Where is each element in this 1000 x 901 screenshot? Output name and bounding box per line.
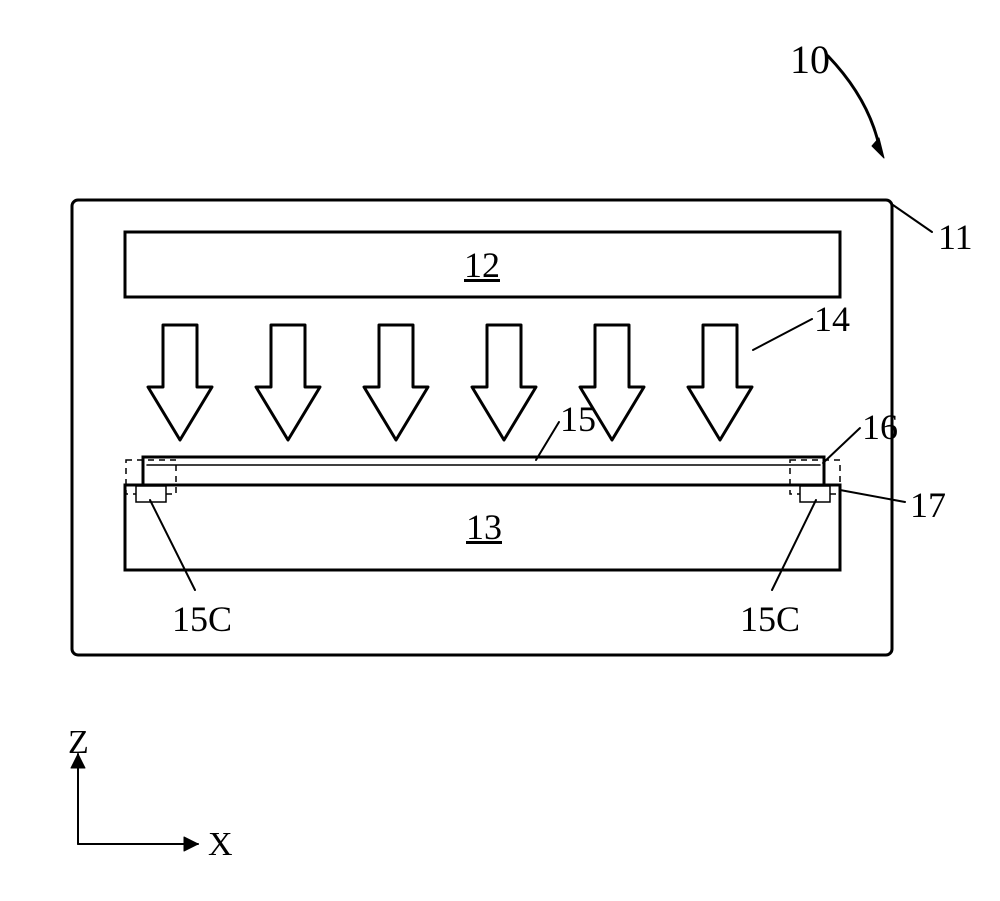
leader-l11 [893, 205, 932, 232]
label-ref-15c-right: 15C [740, 598, 800, 640]
label-ref-15: 15 [560, 398, 596, 440]
diagram-root: 10 11 12 13 14 15 16 17 15C 15C Z X [0, 0, 1000, 901]
label-ref-17: 17 [910, 484, 946, 526]
diagram-svg [0, 0, 1000, 901]
label-ref-16: 16 [862, 406, 898, 448]
axis-x-arrowhead [184, 837, 198, 851]
label-axis-z: Z [68, 724, 89, 762]
label-axis-x: X [208, 826, 233, 864]
leader-ref-10-arrowhead [872, 138, 884, 158]
clamp-notch-right [800, 486, 830, 502]
label-ref-11: 11 [938, 216, 973, 258]
label-ref-13: 13 [466, 506, 502, 548]
clamp-notch-left [136, 486, 166, 502]
label-ref-10: 10 [790, 36, 830, 83]
leader-ref-10 [828, 56, 880, 150]
label-ref-15c-left: 15C [172, 598, 232, 640]
substrate-slab [143, 457, 824, 485]
label-ref-12: 12 [464, 244, 500, 286]
label-ref-14: 14 [814, 298, 850, 340]
